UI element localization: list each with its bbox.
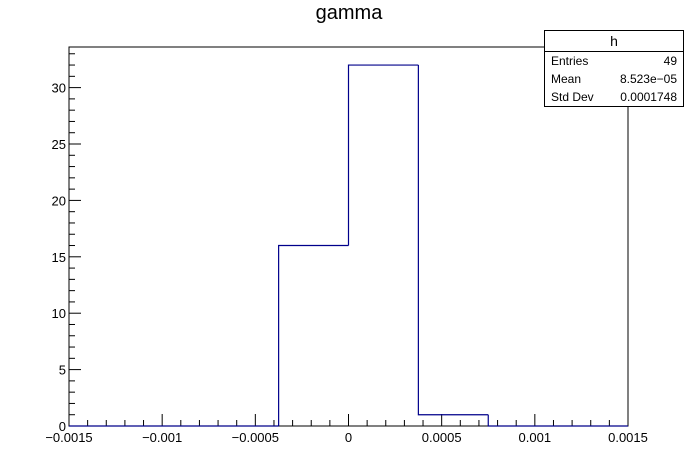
x-tick-label: 0.001	[519, 430, 552, 445]
x-tick-label: −0.001	[142, 430, 182, 445]
stats-label: Mean	[551, 72, 582, 86]
y-tick-label: 15	[52, 250, 66, 265]
stats-row-mean: Mean 8.523e−05	[545, 70, 683, 88]
y-tick-label: 0	[59, 419, 66, 434]
histogram-bin	[278, 244, 349, 426]
histogram-bin	[347, 64, 419, 246]
stats-label: Std Dev	[551, 90, 594, 104]
chart-title: gamma	[315, 2, 383, 24]
y-tick-label: 20	[52, 193, 66, 208]
stats-row-entries: Entries 49	[545, 52, 683, 70]
x-tick-label: 0.0005	[422, 430, 462, 445]
stats-value: 0.0001748	[620, 90, 677, 104]
stats-box: h Entries 49 Mean 8.523e−05 Std Dev 0.00…	[544, 30, 684, 107]
x-tick-label: −0.0015	[45, 430, 92, 445]
y-tick-label: 30	[52, 81, 66, 96]
x-tick-label: 0.0015	[608, 430, 648, 445]
y-tick-label: 25	[52, 137, 66, 152]
y-tick-label: 10	[52, 306, 66, 321]
histogram-bin	[417, 65, 489, 416]
stats-label: Entries	[551, 54, 589, 68]
stats-value: 8.523e−05	[619, 72, 677, 86]
x-tick-label: 0	[345, 430, 352, 445]
y-tick-label: 5	[59, 363, 66, 378]
stats-box-title: h	[545, 31, 683, 52]
stats-row-stddev: Std Dev 0.0001748	[545, 88, 683, 106]
histogram-bin	[487, 414, 559, 427]
x-tick-label: −0.0005	[232, 430, 279, 445]
stats-value: 49	[663, 54, 677, 68]
